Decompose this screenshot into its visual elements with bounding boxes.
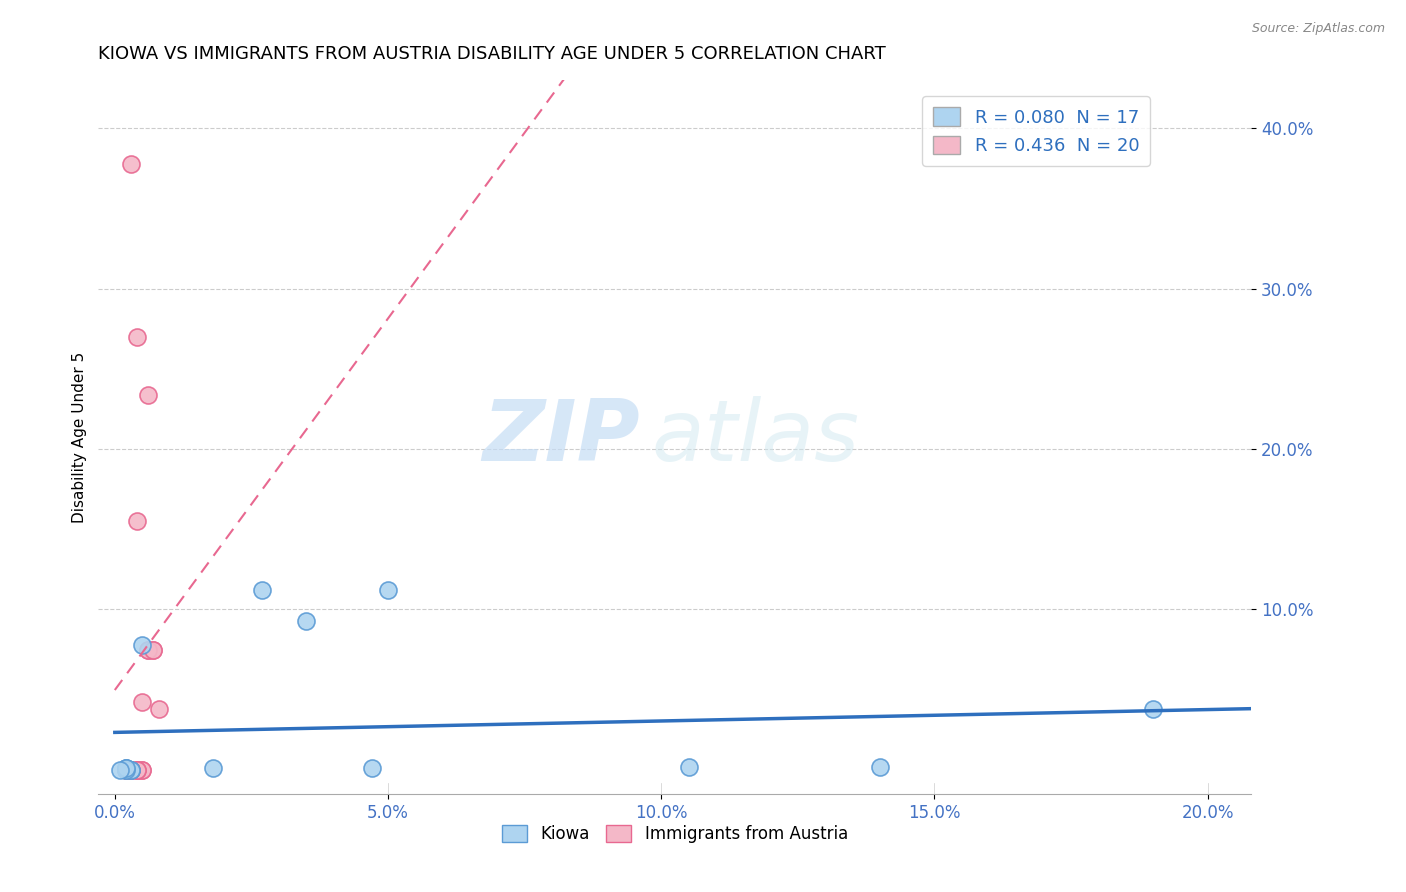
Point (202, 761, 225, 775)
Point (120, 763, 142, 777)
Point (125, 330, 148, 344)
Point (125, 763, 148, 777)
Point (360, 761, 382, 775)
Y-axis label: Disability Age Under 5: Disability Age Under 5 (72, 351, 87, 523)
Point (142, 642, 165, 657)
Point (114, 763, 136, 777)
Point (377, 583, 399, 598)
Point (1142, 702, 1164, 716)
Point (120, 763, 142, 777)
Point (114, 763, 136, 777)
Point (131, 763, 153, 777)
Point (148, 702, 170, 716)
Point (131, 638, 153, 652)
Point (120, 763, 142, 777)
Point (120, 763, 142, 777)
Point (125, 514, 148, 528)
Text: KIOWA VS IMMIGRANTS FROM AUSTRIA DISABILITY AGE UNDER 5 CORRELATION CHART: KIOWA VS IMMIGRANTS FROM AUSTRIA DISABIL… (98, 45, 886, 63)
Point (869, 759, 891, 773)
Point (114, 763, 136, 777)
Point (136, 642, 159, 657)
Text: ZIP: ZIP (482, 395, 640, 479)
Point (136, 387, 159, 401)
Point (110, 763, 132, 777)
Point (131, 696, 153, 710)
Point (114, 761, 136, 775)
Point (125, 763, 148, 777)
Point (678, 759, 700, 773)
Point (136, 642, 159, 657)
Point (131, 763, 153, 777)
Point (252, 583, 274, 598)
Text: atlas: atlas (652, 395, 860, 479)
Point (142, 642, 165, 657)
Text: Source: ZipAtlas.com: Source: ZipAtlas.com (1251, 22, 1385, 36)
Legend: Kiowa, Immigrants from Austria: Kiowa, Immigrants from Austria (495, 818, 855, 850)
Point (114, 763, 136, 777)
Point (295, 614, 318, 628)
Point (120, 763, 142, 777)
Point (114, 761, 136, 775)
Point (125, 763, 148, 777)
Point (120, 156, 142, 170)
Point (114, 761, 136, 775)
